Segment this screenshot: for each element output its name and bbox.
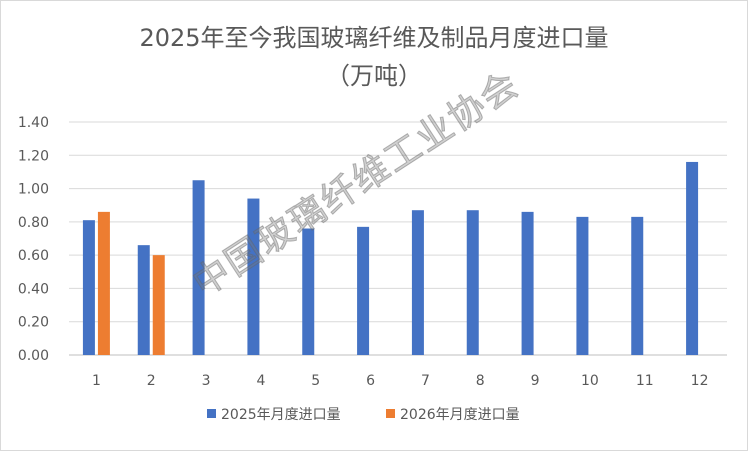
y-tick-label: 1.20 — [18, 148, 49, 164]
bar-series1 — [466, 210, 479, 355]
bar-series1 — [247, 198, 260, 355]
legend-swatch — [386, 409, 395, 418]
x-tick-label: 10 — [581, 373, 599, 389]
legend-label: 2025年月度进口量 — [221, 407, 341, 423]
legend-label: 2026年月度进口量 — [400, 407, 520, 423]
x-tick-label: 12 — [691, 373, 709, 389]
bar-series1 — [686, 161, 699, 355]
bar-series1 — [82, 220, 95, 355]
bar-series1 — [411, 210, 424, 355]
x-tick-label: 1 — [92, 373, 101, 389]
y-tick-label: 1.00 — [18, 182, 49, 198]
bar-series1 — [631, 216, 644, 355]
bar-series1 — [521, 211, 534, 355]
y-tick-label: 0.60 — [18, 248, 49, 264]
x-tick-label: 8 — [476, 373, 485, 389]
bar-series1 — [137, 245, 150, 355]
y-tick-label: 1.40 — [18, 115, 49, 131]
y-tick-label: 0.40 — [18, 281, 49, 297]
x-tick-label: 11 — [636, 373, 654, 389]
x-tick-label: 9 — [531, 373, 540, 389]
y-tick-label: 0.20 — [18, 315, 49, 331]
bar-series1 — [576, 216, 589, 355]
x-tick-label: 3 — [202, 373, 211, 389]
x-tick-label: 7 — [421, 373, 430, 389]
x-tick-label: 4 — [256, 373, 265, 389]
bar-series2 — [152, 255, 165, 355]
x-tick-label: 2 — [147, 373, 156, 389]
x-tick-label: 5 — [311, 373, 320, 389]
x-tick-label: 6 — [366, 373, 375, 389]
legend-swatch — [207, 409, 216, 418]
bar-series1 — [192, 180, 205, 355]
y-tick-label: 0.80 — [18, 215, 49, 231]
chart-title-line2: （万吨） — [326, 62, 422, 90]
bar-series2 — [97, 211, 110, 355]
chart-title-line1: 2025年至今我国玻璃纤维及制品月度进口量 — [139, 24, 609, 52]
y-tick-label: 0.00 — [18, 348, 49, 364]
bar-series1 — [302, 228, 315, 355]
chart-title: 2025年至今我国玻璃纤维及制品月度进口量 （万吨） — [1, 19, 747, 95]
bar-series1 — [357, 226, 370, 355]
